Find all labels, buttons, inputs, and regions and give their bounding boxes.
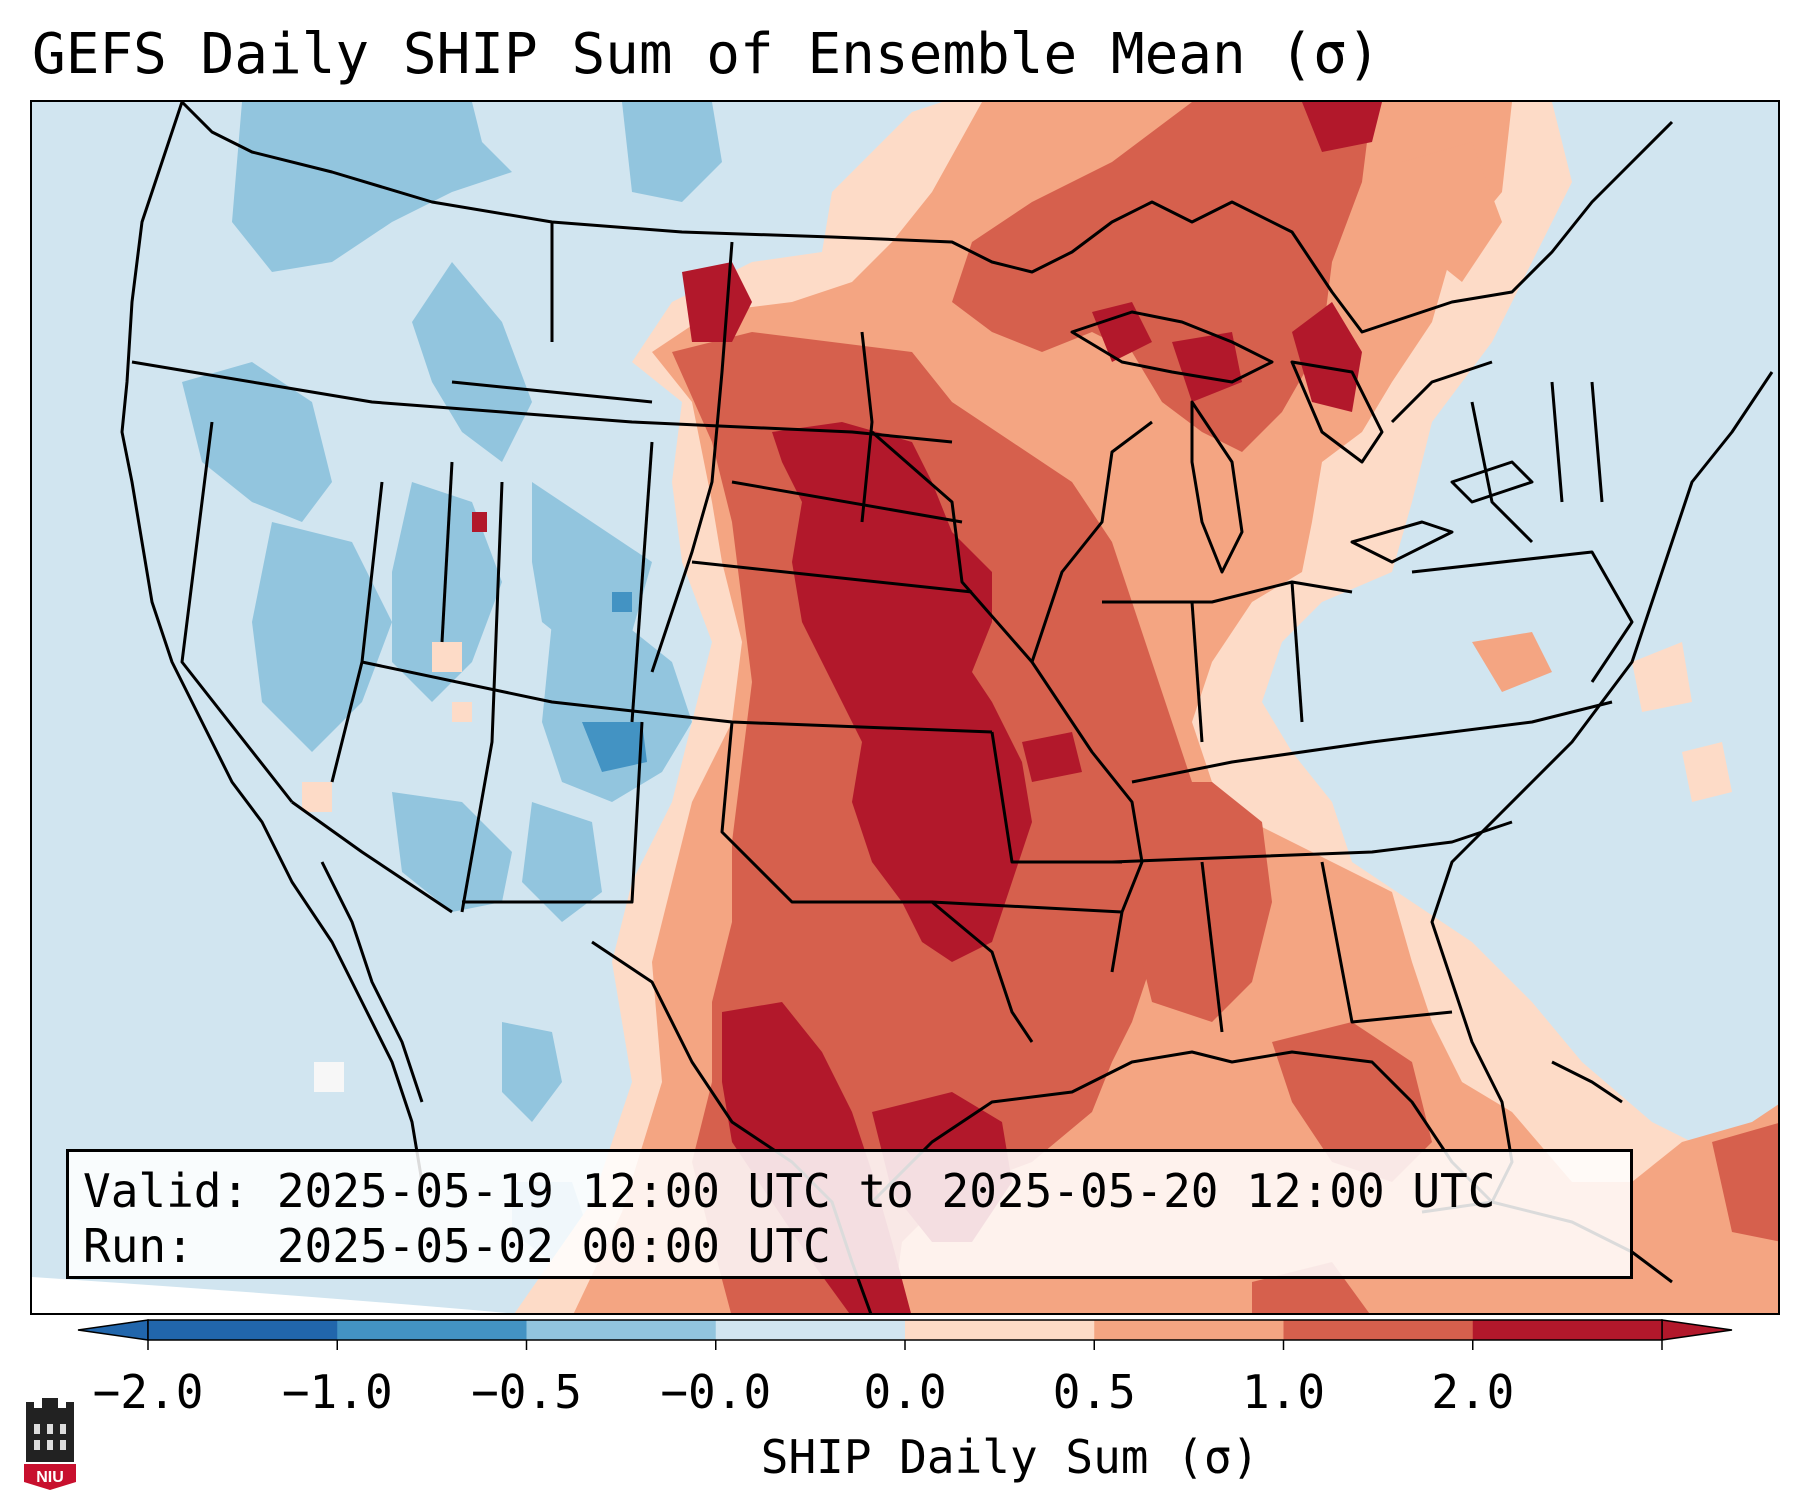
valid-time-line: Valid: 2025-05-19 12:00 UTC to 2025-05-2… [83, 1164, 1496, 1218]
colorbar-segment [715, 1320, 906, 1340]
validity-info-box: Valid: 2025-05-19 12:00 UTC to 2025-05-2… [66, 1149, 1633, 1279]
low-regions [582, 592, 647, 772]
colorbar-segment [1283, 1320, 1474, 1340]
ship-anomaly-map [32, 102, 1778, 1313]
colorbar-tick: −0.0 [660, 1365, 772, 1419]
colorbar-tick: 2.0 [1431, 1365, 1515, 1419]
mid-low-regions [182, 102, 1751, 1313]
colorbar-segment [148, 1320, 338, 1340]
colorbar-extend-low [77, 1319, 149, 1341]
colorbar-segment [905, 1320, 1095, 1340]
projection-edge [32, 1277, 508, 1313]
run-time-line: Run: 2025-05-02 00:00 UTC [83, 1219, 831, 1273]
map-title: GEFS Daily SHIP Sum of Ensemble Mean (σ) [32, 22, 1381, 87]
colorbar-tick: −0.5 [471, 1365, 582, 1419]
colorbar [77, 1319, 1733, 1350]
colorbar-tick: −1.0 [281, 1365, 393, 1419]
colorbar-segment [337, 1320, 527, 1340]
colorbar-segment [1472, 1320, 1663, 1340]
colorbar-tick: 1.0 [1241, 1365, 1326, 1419]
colorbar-label: SHIP Daily Sum (σ) [760, 1430, 1260, 1484]
colorbar-extend-high [1661, 1319, 1733, 1341]
colorbar-tick: 0.5 [1052, 1365, 1136, 1419]
svg-text:NIU: NIU [36, 1469, 64, 1486]
colorbar-segment [1094, 1320, 1284, 1340]
colorbar-segment [526, 1320, 717, 1340]
state-boundaries [120, 102, 1774, 1313]
colorbar-tick: −2.0 [92, 1365, 204, 1419]
no-data-patch [314, 1062, 344, 1092]
niu-logo: NIU [24, 1398, 76, 1490]
colorbar-tick: 0.0 [863, 1365, 947, 1419]
map-panel [30, 100, 1780, 1315]
